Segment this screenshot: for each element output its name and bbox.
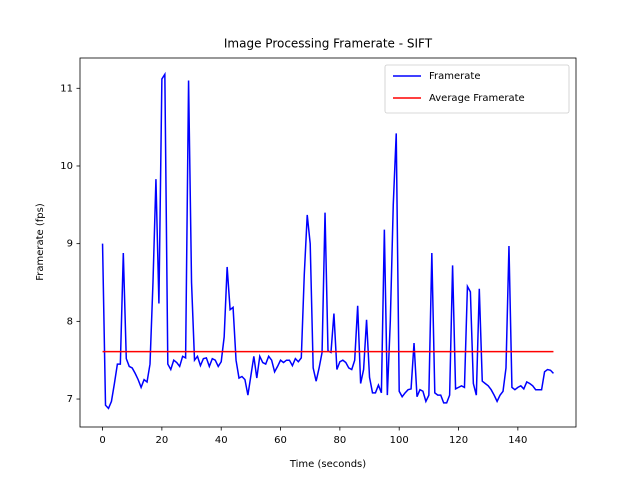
x-tick-label: 0 [99, 435, 105, 446]
y-tick-label: 9 [67, 239, 73, 250]
legend: Framerate Average Framerate [384, 64, 570, 114]
legend-label: Average Framerate [429, 93, 525, 104]
chart-title: Image Processing Framerate - SIFT [224, 37, 433, 51]
y-axis-label: Framerate (fps) [35, 203, 46, 281]
x-tick-label: 80 [333, 435, 346, 446]
y-tick-label: 10 [60, 161, 73, 172]
x-axis-label: Time (seconds) [289, 459, 366, 470]
x-tick-label: 40 [215, 435, 228, 446]
y-tick-label: 11 [60, 83, 73, 94]
plot-frame [79, 57, 577, 428]
line-series [101, 71, 554, 410]
x-tick-label: 60 [274, 435, 287, 446]
legend-label: Framerate [429, 71, 480, 82]
y-tick-label: 8 [67, 316, 73, 327]
x-tick-label: 100 [390, 435, 409, 446]
x-tick-label: 120 [449, 435, 468, 446]
x-tick-label: 20 [156, 435, 169, 446]
legend-box [384, 64, 570, 114]
x-tick-label: 140 [508, 435, 527, 446]
y-tick-label: 7 [67, 394, 73, 405]
